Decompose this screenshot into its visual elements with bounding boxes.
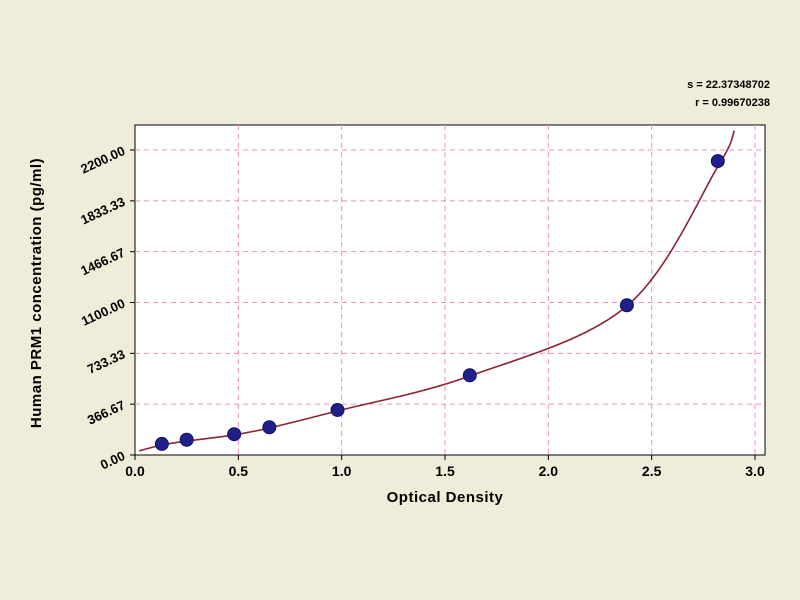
x-tick-label: 2.0 [539,463,559,479]
y-tick-label: 2200.00 [78,143,127,176]
data-point [619,298,634,313]
x-axis-title: Optical Density [386,489,504,506]
y-tick-label: 733.33 [85,346,127,376]
x-tick-label: 0.5 [229,463,249,479]
data-point [462,368,477,383]
y-tick-label: 1100.00 [79,296,127,329]
y-tick-label: 366.67 [85,397,127,427]
x-tick-label: 3.0 [745,463,765,479]
plot-background [134,124,766,456]
data-point [154,436,169,451]
y-tick-label: 1833.33 [78,194,127,227]
x-tick-label: 0.0 [125,463,145,479]
r-value: r = 0.99670238 [695,97,770,109]
data-point [227,427,242,442]
x-tick-label: 1.5 [435,463,455,479]
y-tick-label: 0.00 [98,448,127,472]
data-point [330,402,345,417]
data-point [262,420,277,435]
fit-statistics: s = 22.37348702 r = 0.99670238 [687,76,770,112]
y-tick-label: 1466.67 [78,245,127,278]
x-tick-label: 1.0 [332,463,352,479]
data-point [179,432,194,447]
s-value: s = 22.37348702 [687,79,770,91]
data-point [710,154,725,169]
x-tick-label: 2.5 [642,463,662,479]
